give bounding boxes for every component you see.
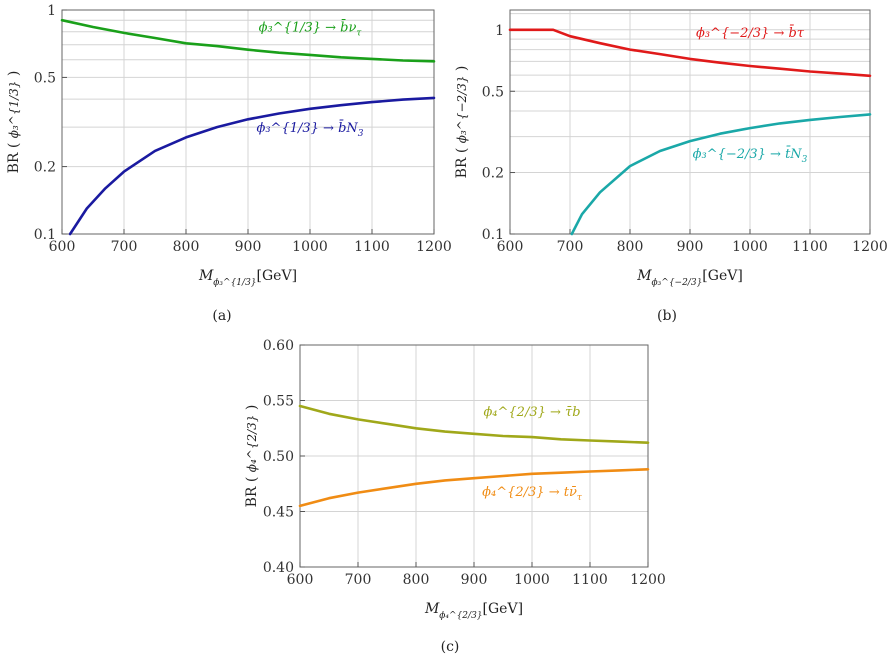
series-label-2: ϕ₃^{−2/3} → t̄N3: [693, 145, 808, 165]
x-tick-label: 900: [677, 239, 704, 255]
y-tick-label: 1: [47, 3, 56, 19]
series-line-1: [60, 18, 436, 63]
y-axis-label: BR ( ϕ₃^{−2/3} ): [454, 66, 470, 179]
x-axis-label: Mϕ₃^{−2/3}[GeV]: [636, 268, 743, 288]
x-tick-label: 900: [235, 239, 262, 255]
series-label-2: ϕ₄^{2/3} → tν̄τ: [482, 485, 583, 503]
x-tick-label: 600: [287, 572, 314, 588]
chart-panel-3: 600 700 800 900 1000 1100 1200 0.40 0.45 0.50 0.55…: [244, 338, 666, 655]
grid: [61, 9, 435, 235]
y-tick-label: 0.5: [34, 70, 56, 86]
y-tick-label: 0.1: [34, 227, 56, 243]
y-axis-label: BR ( ϕ₃^{1/3} ): [6, 71, 22, 174]
y-tick-label: 0.55: [263, 394, 294, 410]
grid: [509, 10, 871, 235]
series-line-2: [570, 113, 872, 236]
y-tick-label: 1: [495, 23, 504, 39]
x-tick-label: 700: [111, 239, 138, 255]
y-tick-label: 0.45: [263, 505, 294, 521]
series-label-2: ϕ₃^{1/3} → b̄N3: [256, 119, 363, 139]
chart-panel-2: 600 700 800 900 1000 1100 1200 0.1 0.2 0.5 1 Mϕ₃^{−…: [454, 9, 888, 324]
series-label-1: ϕ₃^{1/3} → b̄ντ: [259, 19, 363, 39]
x-tick-label: 700: [557, 239, 584, 255]
y-tick-label: 0.40: [263, 560, 294, 576]
y-axis-label: BR ( ϕ₄^{2/3} ): [244, 405, 260, 508]
panel-caption: (c): [441, 639, 460, 655]
series-line-1: [508, 28, 872, 78]
x-tick-label: 1100: [354, 239, 390, 255]
y-tick-label: 0.1: [482, 227, 504, 243]
x-tick-label: 800: [173, 239, 200, 255]
panel-caption: (a): [212, 308, 231, 324]
x-tick-label: 1000: [514, 572, 550, 588]
x-tick-label: 1000: [292, 239, 328, 255]
x-tick-label: 800: [403, 572, 430, 588]
x-tick-label: 600: [497, 239, 524, 255]
y-tick-label: 0.2: [482, 166, 504, 182]
y-tick-label: 0.2: [34, 160, 56, 176]
x-axis-label: Mϕ₄^{2/3}[GeV]: [424, 601, 523, 621]
x-tick-label: 900: [461, 572, 488, 588]
grid: [299, 344, 649, 568]
series-line-2: [298, 468, 650, 508]
x-tick-label: 800: [617, 239, 644, 255]
x-tick-label: 1200: [630, 572, 666, 588]
series-label-1: ϕ₄^{2/3} → τ̄b: [483, 405, 580, 420]
x-tick-label: 1000: [732, 239, 768, 255]
x-tick-label: 700: [345, 572, 372, 588]
x-axis-label: Mϕ₃^{1/3}[GeV]: [198, 268, 297, 288]
x-tick-label: 1200: [416, 239, 452, 255]
series-line-2: [68, 96, 436, 236]
y-tick-label: 0.60: [263, 338, 294, 354]
series-line-1: [298, 404, 650, 444]
x-tick-label: 600: [49, 239, 76, 255]
panel-caption: (b): [657, 308, 677, 324]
y-tick-label: 0.50: [263, 449, 294, 465]
y-tick-label: 0.5: [482, 84, 504, 100]
x-tick-label: 1100: [572, 572, 608, 588]
x-tick-label: 1200: [852, 239, 888, 255]
x-tick-label: 1100: [792, 239, 828, 255]
chart-panel-1: 600 700 800 900 1000 1100 1200 0.1 0.2 0.5 1 Mϕ₃^{1…: [6, 3, 452, 324]
series-label-1: ϕ₃^{−2/3} → b̄τ: [696, 24, 805, 41]
